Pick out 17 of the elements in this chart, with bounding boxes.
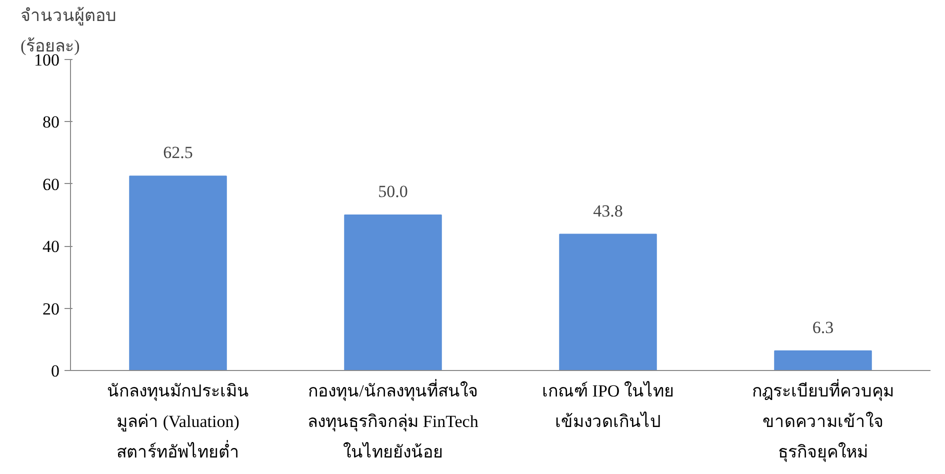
y-tick-label: 40	[42, 237, 60, 256]
bar	[774, 350, 872, 370]
bar	[559, 234, 657, 370]
bar	[344, 214, 442, 370]
bar	[129, 176, 227, 370]
y-tick-label: 20	[42, 299, 60, 318]
y-tick-label: 80	[42, 112, 60, 132]
x-tick-label: กฎระเบียบที่ควบคุม ขาดความเข้าใจ ธุรกิจยุคใหม่	[752, 378, 894, 462]
data-label: 43.8	[593, 201, 623, 220]
data-label: 50.0	[378, 182, 408, 201]
data-label: 62.5	[163, 143, 193, 162]
x-tick-label: กองทุน/นักลงทุนที่สนใจ ลงทุนธุรกิจกลุ่ม FinTech ในไทยยังน้อย	[308, 378, 479, 462]
x-tick-label: เกณฑ์ IPO ในไทย เข้มงวดเกินไป	[542, 380, 674, 431]
data-label: 6.3	[812, 318, 834, 337]
y-tick-label: 60	[42, 174, 60, 194]
x-tick-label: นักลงทุนมักประเมิน มูลค่า (Valuation) สตาร์ทอัพไทยต่ำ	[107, 382, 249, 462]
y-tick-label: 0	[51, 362, 60, 380]
